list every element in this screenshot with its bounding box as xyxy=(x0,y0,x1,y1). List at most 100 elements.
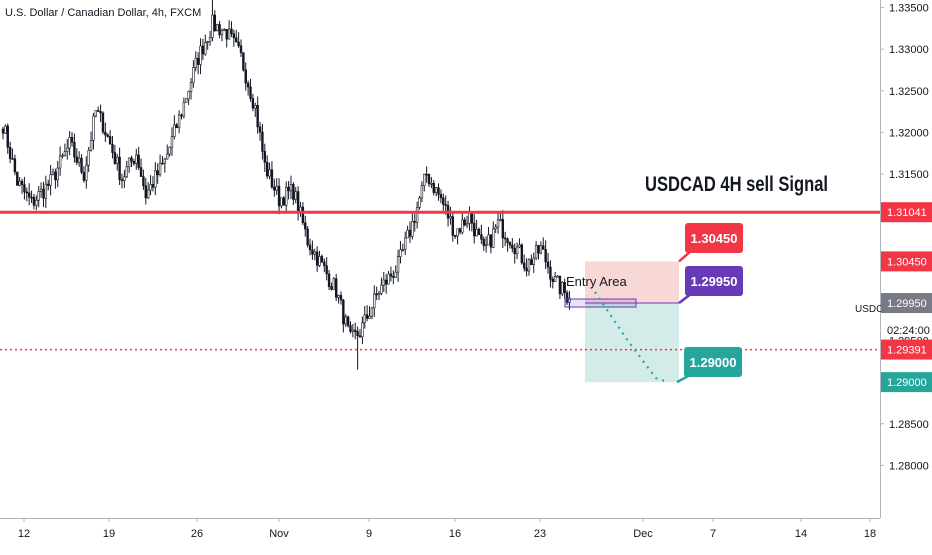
candle-body xyxy=(465,222,469,226)
candle-body xyxy=(377,292,381,295)
candle-body xyxy=(104,131,107,136)
candle-body xyxy=(251,98,255,109)
candle-body xyxy=(318,256,321,266)
time-tick-label: 14 xyxy=(795,528,807,540)
price-tick-label: 1.32500 xyxy=(889,86,929,98)
candle-body xyxy=(156,170,159,176)
candle-body xyxy=(515,246,519,255)
candle-body xyxy=(177,114,181,129)
candle-body xyxy=(42,188,45,199)
candle-body xyxy=(47,183,50,186)
candle-body xyxy=(549,266,552,280)
candle-body xyxy=(77,157,81,163)
candle-body xyxy=(396,256,400,273)
candle-body xyxy=(280,197,283,207)
time-axis[interactable]: 12 19 26 Nov 9 16 23 Dec 7 14 18 xyxy=(18,518,876,540)
candle-body xyxy=(216,24,219,31)
candle-body xyxy=(218,24,221,36)
candle-body xyxy=(492,228,495,248)
candle-body xyxy=(568,297,571,303)
candle-body xyxy=(292,184,295,200)
candle-body xyxy=(108,136,112,145)
price-tick-label: 1.33500 xyxy=(889,3,929,15)
candle-body xyxy=(503,237,507,240)
candle-body xyxy=(427,174,431,185)
stop-badge-text: 1.30450 xyxy=(887,256,927,268)
candle-body xyxy=(418,197,421,208)
entry-area-box[interactable] xyxy=(564,298,637,308)
candle-body xyxy=(118,156,121,180)
candles-layer xyxy=(1,0,571,370)
candle-body xyxy=(487,234,490,246)
candle-body xyxy=(565,292,569,303)
candle-body xyxy=(258,126,262,133)
candle-body xyxy=(99,111,102,114)
candle-body xyxy=(482,238,485,246)
take-profit-zone[interactable] xyxy=(585,303,679,383)
candle-body xyxy=(196,57,200,65)
candle-body xyxy=(101,112,105,133)
candle-body xyxy=(399,249,402,257)
candle-body xyxy=(356,331,359,337)
candle-body xyxy=(135,154,138,164)
candle-body xyxy=(537,245,540,254)
candle-body xyxy=(44,183,48,199)
candle-body xyxy=(187,91,190,100)
candle-body xyxy=(27,192,31,198)
entry-badge-text: 1.29950 xyxy=(887,298,927,310)
projected-path xyxy=(594,291,669,384)
candle-body xyxy=(532,257,535,266)
candle-body xyxy=(461,219,464,233)
candle-body xyxy=(208,37,212,42)
candle-body xyxy=(334,278,338,298)
resistance-axis-badge: 1.31041 xyxy=(881,202,932,223)
candle-body xyxy=(551,278,554,282)
target-badge-text: 1.29000 xyxy=(887,377,927,389)
stop-callout-text: 1.30450 xyxy=(691,231,738,246)
candle-body xyxy=(265,161,269,177)
target-price-callout[interactable]: 1.29000 xyxy=(676,347,742,384)
price-axis[interactable]: 1.335001.330001.325001.320001.315001.305… xyxy=(880,3,929,473)
candle-body xyxy=(475,229,478,237)
candle-body xyxy=(225,29,228,40)
candle-body xyxy=(94,110,98,117)
candle-body xyxy=(249,86,252,99)
candle-body xyxy=(146,189,150,199)
candle-body xyxy=(323,261,326,267)
candle-body xyxy=(189,82,193,92)
candle-body xyxy=(325,265,328,275)
entry-price-callout[interactable]: 1.29950 xyxy=(678,266,743,305)
candle-body xyxy=(401,248,405,251)
candle-body xyxy=(354,329,357,332)
candle-body xyxy=(32,197,36,206)
candle-body xyxy=(61,155,64,157)
stop-price-callout[interactable]: 1.30450 xyxy=(678,223,743,263)
candle-body xyxy=(123,176,126,181)
candle-body xyxy=(496,219,500,228)
candle-body xyxy=(235,37,238,43)
price-tick-label: 1.28000 xyxy=(889,460,929,472)
candle-body xyxy=(430,183,433,185)
candle-body xyxy=(449,216,452,219)
entry-area-label: Entry Area xyxy=(566,274,627,289)
candle-body xyxy=(425,173,428,176)
stop-loss-zone[interactable] xyxy=(585,261,679,304)
candle-body xyxy=(199,45,202,65)
candle-body xyxy=(384,279,388,285)
candle-body xyxy=(332,278,336,290)
candle-body xyxy=(525,267,528,272)
chart-title: USDCAD 4H sell Signal xyxy=(645,173,828,196)
candle-body xyxy=(413,220,416,223)
candle-body xyxy=(406,229,409,239)
candle-body xyxy=(473,222,476,237)
candle-body xyxy=(213,14,217,31)
candle-body xyxy=(268,169,271,177)
candle-body xyxy=(432,183,435,193)
candle-body xyxy=(54,171,57,181)
candle-body xyxy=(151,184,155,188)
price-tick-label: 1.32000 xyxy=(889,127,929,139)
candle-body xyxy=(16,171,19,186)
time-tick-label: 18 xyxy=(864,528,876,540)
